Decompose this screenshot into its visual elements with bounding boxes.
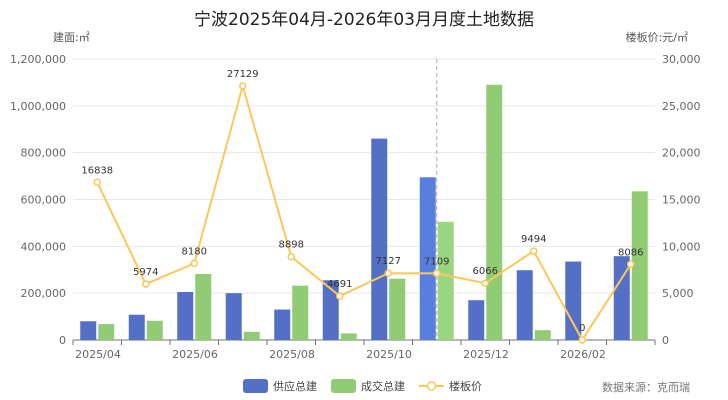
price-label: 7109 [424, 256, 449, 267]
price-point [530, 247, 538, 255]
deal-bar [340, 333, 357, 340]
right-tick-label: 20,000 [662, 147, 701, 160]
left-tick-label: 400,000 [21, 240, 67, 253]
supply-bar [225, 293, 242, 340]
price-label: 9494 [521, 234, 546, 245]
price-point [336, 292, 344, 300]
deal-bar [98, 324, 115, 340]
price-label: 7127 [376, 256, 401, 267]
price-label: 0 [579, 323, 585, 334]
left-tick-label: 800,000 [21, 147, 67, 160]
x-tick-label: 2025/04 [75, 348, 121, 361]
x-tick-label: 2025/10 [366, 348, 412, 361]
supply-bar [177, 291, 194, 340]
price-label: 8898 [279, 240, 304, 251]
left-tick-label: 1,200,000 [10, 53, 66, 66]
legend: 供应总建 成交总建 楼板价 [243, 379, 482, 393]
legend-label-price: 楼板价 [449, 379, 482, 393]
left-tick-label: 1,000,000 [10, 100, 66, 113]
supply-bar [371, 138, 388, 340]
left-axis-unit: 建面:㎡ [53, 30, 90, 44]
price-label: 27129 [227, 69, 259, 80]
price-point [433, 269, 441, 278]
x-tick-label: 2025/06 [172, 348, 218, 361]
supply-bar [80, 321, 97, 340]
price-point [190, 259, 198, 268]
supply-bar [468, 300, 485, 340]
supply-bar [565, 261, 582, 340]
right-tick-label: 10,000 [662, 240, 701, 253]
supply-bar [274, 309, 291, 340]
right-tick-label: 15,000 [662, 194, 701, 207]
deal-bar [534, 330, 551, 340]
price-point [93, 178, 101, 187]
price-label: 6066 [473, 266, 498, 277]
price-label: 16838 [81, 165, 113, 176]
price-point [239, 82, 247, 90]
legend-label-supply: 供应总建 [273, 379, 317, 393]
price-point [142, 280, 150, 288]
price-label: 5974 [133, 267, 158, 278]
x-tick-label: 2026/02 [560, 348, 606, 361]
right-tick-label: 30,000 [662, 53, 701, 66]
chart-title: 宁波2025年04月-2026年03月月度土地数据 [194, 10, 534, 30]
deal-bar [195, 273, 212, 340]
price-point [627, 260, 635, 269]
deal-bar [292, 285, 309, 340]
right-tick-label: 0 [662, 334, 669, 347]
supply-bar [516, 270, 533, 340]
deal-bar [146, 320, 163, 340]
supply-bar [322, 280, 339, 340]
grid-lines [73, 58, 655, 340]
deal-bar [631, 191, 648, 340]
legend-label-deal: 成交总建 [361, 379, 405, 393]
deal-bar [243, 331, 260, 340]
deal-bar [486, 84, 503, 340]
axes: 0 0 200,000 5,000 400,000 10,000 600,000 15,000… [10, 53, 700, 361]
left-tick-label: 0 [59, 334, 66, 347]
supply-bar [613, 256, 630, 340]
x-tick-label: 2025/12 [463, 348, 509, 361]
left-tick-label: 200,000 [21, 287, 67, 300]
deal-bar [389, 278, 406, 340]
legend-swatch-price-marker [426, 381, 437, 391]
right-axis-unit: 楼板价:元/㎡ [626, 30, 688, 44]
price-point [481, 279, 489, 287]
line-layer: 16838 5974 8180 27129 8898 4691 7127 7109 6066 94… [81, 69, 643, 344]
left-tick-label: 600,000 [21, 194, 67, 207]
data-source: 数据来源：克而瑞 [602, 380, 690, 394]
price-label: 8180 [182, 246, 207, 257]
supply-bar [128, 314, 145, 340]
right-tick-label: 25,000 [662, 100, 701, 113]
price-line [96, 82, 632, 342]
legend-swatch-deal [331, 379, 356, 393]
supply-bar [419, 177, 436, 340]
price-point [578, 336, 586, 344]
legend-swatch-supply [243, 379, 268, 393]
price-point [287, 252, 295, 261]
bar-layer [80, 84, 648, 340]
price-label: 4691 [327, 279, 352, 290]
deal-bar [437, 221, 454, 340]
price-label: 8086 [618, 247, 643, 258]
price-point [384, 269, 392, 277]
x-tick-label: 2025/08 [269, 348, 315, 361]
right-tick-label: 5,000 [662, 287, 694, 300]
